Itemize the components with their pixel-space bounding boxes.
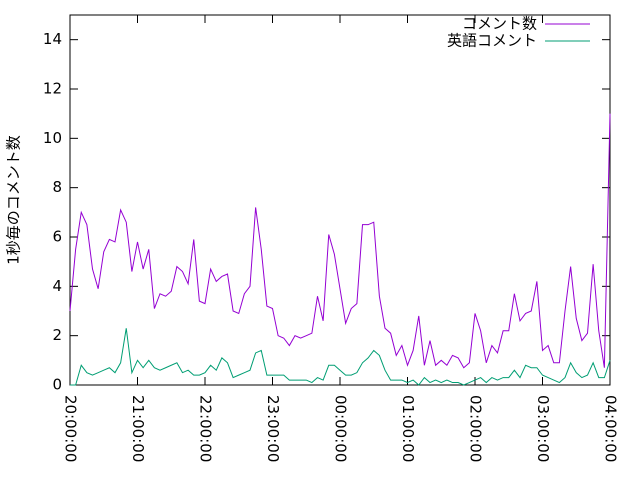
plot-border (69, 14, 611, 386)
x-tick-label: 23:00:00 (264, 395, 282, 462)
x-tick-label: 01:00:00 (399, 395, 417, 462)
y-tick-label: 6 (52, 228, 62, 246)
y-tick-label: 12 (43, 80, 62, 98)
y-tick-label: 0 (52, 376, 62, 394)
x-tick-label: 21:00:00 (129, 395, 147, 462)
y-tick-label: 10 (43, 129, 62, 147)
x-tick-label: 03:00:00 (534, 395, 552, 462)
x-tick-label: 00:00:00 (332, 395, 350, 462)
legend-label: コメント数 (462, 15, 537, 33)
y-tick-label: 8 (52, 178, 62, 196)
series-line (69, 113, 611, 369)
x-tick-label: 04:00:00 (602, 395, 620, 462)
x-tick-label: 22:00:00 (197, 395, 215, 462)
legend-label: 英語コメント (447, 32, 537, 50)
y-axis-label: 1秒毎のコメント数 (5, 135, 23, 265)
y-tick-label: 14 (43, 30, 62, 48)
y-tick-label: 2 (52, 326, 62, 344)
series-line (70, 328, 611, 386)
x-tick-label: 02:00:00 (467, 395, 485, 462)
y-tick-label: 4 (52, 277, 62, 295)
x-tick-label: 20:00:00 (62, 395, 80, 462)
